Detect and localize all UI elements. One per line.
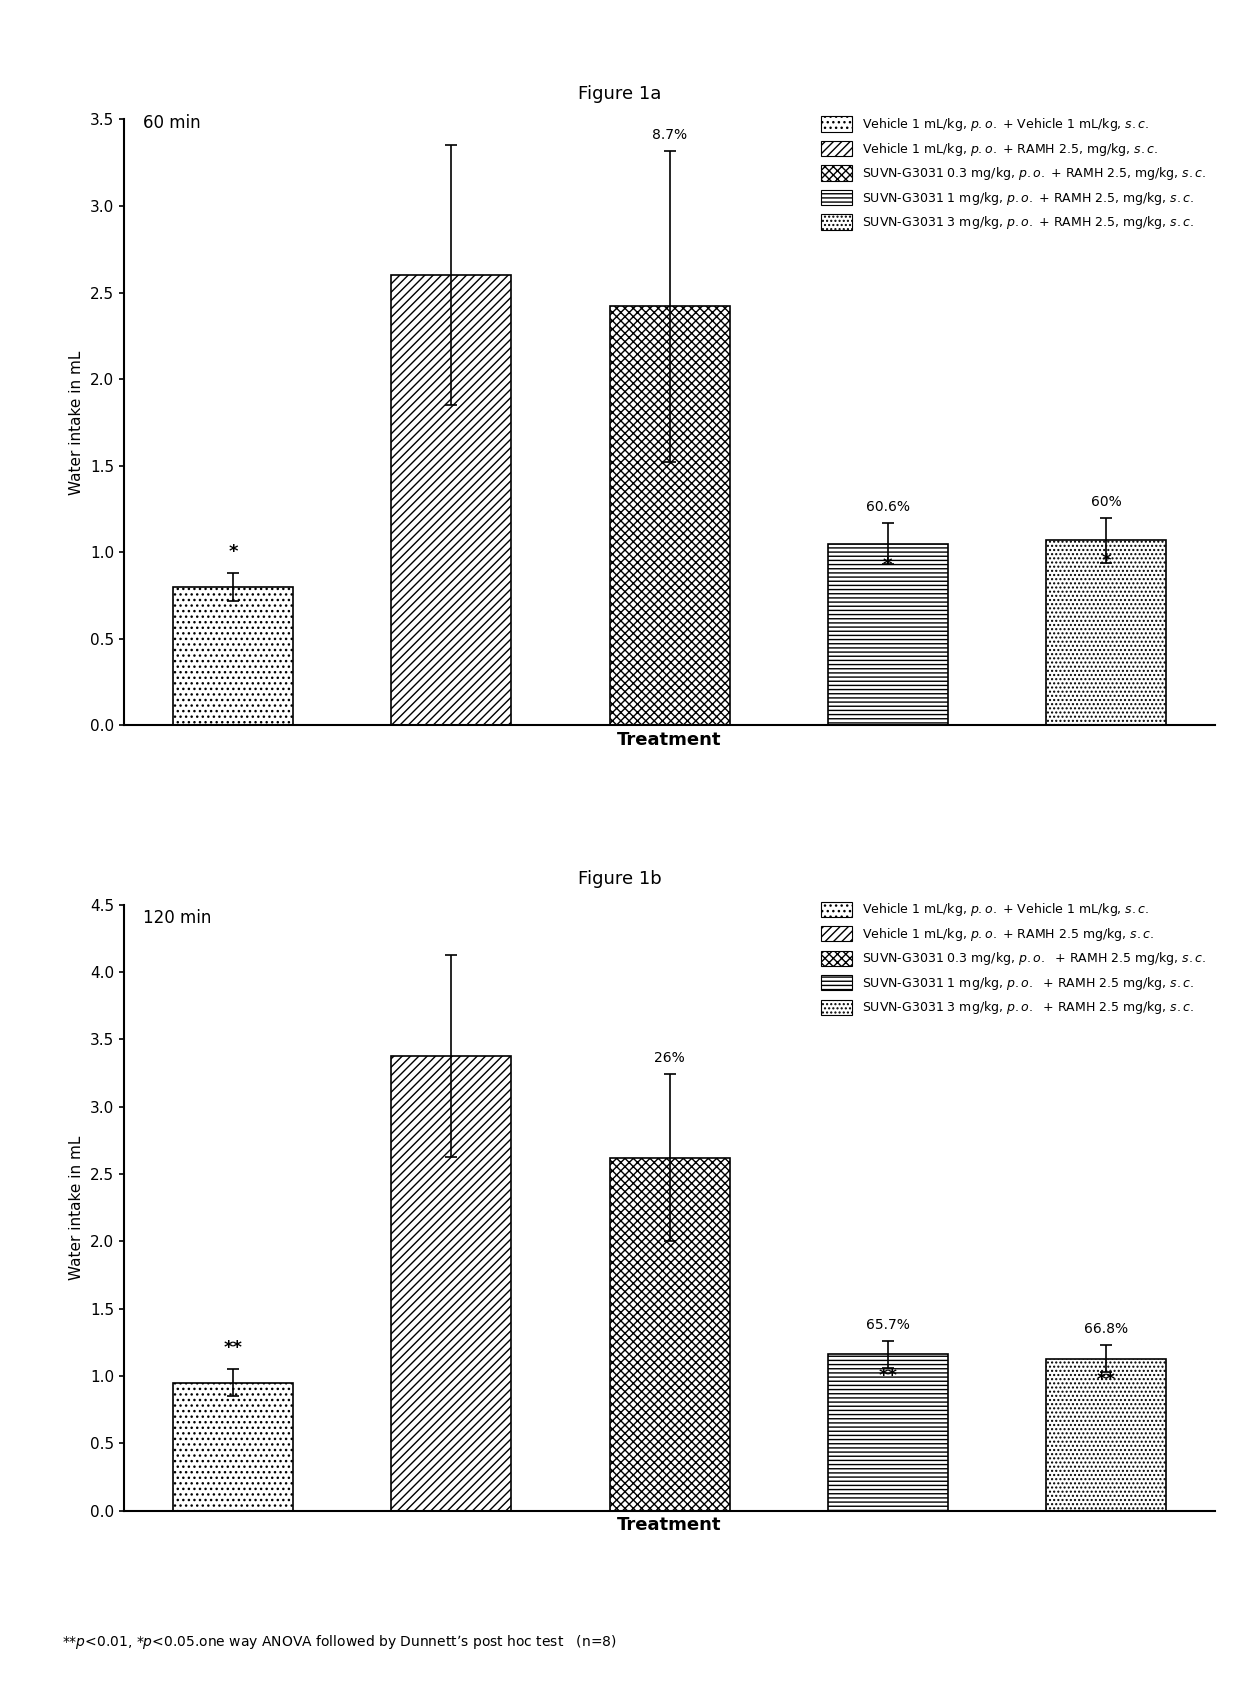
- Text: 120 min: 120 min: [143, 910, 211, 927]
- Text: *: *: [1101, 553, 1111, 570]
- Bar: [828, 543, 947, 725]
- Text: **$p$<0.01, *$p$<0.05.one way ANOVA followed by Dunnett’s post hoc test   (n=8): **$p$<0.01, *$p$<0.05.one way ANOVA foll…: [62, 1634, 616, 1651]
- Legend: Vehicle 1 mL/kg, $p.o.$ + Vehicle 1 mL/kg, $s.c.$, Vehicle 1 mL/kg, $p.o.$ + RAM: Vehicle 1 mL/kg, $p.o.$ + Vehicle 1 mL/k…: [818, 114, 1209, 234]
- Bar: [174, 1383, 293, 1511]
- Text: 60.6%: 60.6%: [866, 500, 910, 514]
- Bar: [174, 587, 293, 725]
- Text: Figure 1b: Figure 1b: [578, 871, 662, 888]
- X-axis label: Treatment: Treatment: [618, 1516, 722, 1535]
- Text: **: **: [1096, 1371, 1116, 1389]
- Text: 66.8%: 66.8%: [1084, 1321, 1128, 1337]
- Text: 26%: 26%: [655, 1052, 684, 1065]
- Bar: [1047, 1359, 1166, 1511]
- Text: 8.7%: 8.7%: [652, 128, 687, 142]
- Text: *: *: [228, 543, 238, 562]
- Bar: [392, 1055, 511, 1511]
- Bar: [1047, 539, 1166, 725]
- Text: 65.7%: 65.7%: [866, 1318, 910, 1331]
- Bar: [610, 1157, 729, 1511]
- Text: Figure 1a: Figure 1a: [578, 85, 662, 102]
- Bar: [392, 275, 511, 725]
- Text: *: *: [883, 556, 893, 574]
- Text: 60 min: 60 min: [143, 114, 200, 131]
- Text: **: **: [223, 1340, 243, 1357]
- Bar: [610, 307, 729, 725]
- X-axis label: Treatment: Treatment: [618, 731, 722, 749]
- Y-axis label: Water intake in mL: Water intake in mL: [69, 1135, 84, 1280]
- Text: **: **: [878, 1367, 898, 1384]
- Y-axis label: Water intake in mL: Water intake in mL: [69, 350, 84, 495]
- Text: 60%: 60%: [1091, 495, 1121, 509]
- Legend: Vehicle 1 mL/kg, $p.o.$ + Vehicle 1 mL/kg, $s.c.$, Vehicle 1 mL/kg, $p.o.$ + RAM: Vehicle 1 mL/kg, $p.o.$ + Vehicle 1 mL/k…: [818, 900, 1209, 1019]
- Bar: [828, 1354, 947, 1511]
